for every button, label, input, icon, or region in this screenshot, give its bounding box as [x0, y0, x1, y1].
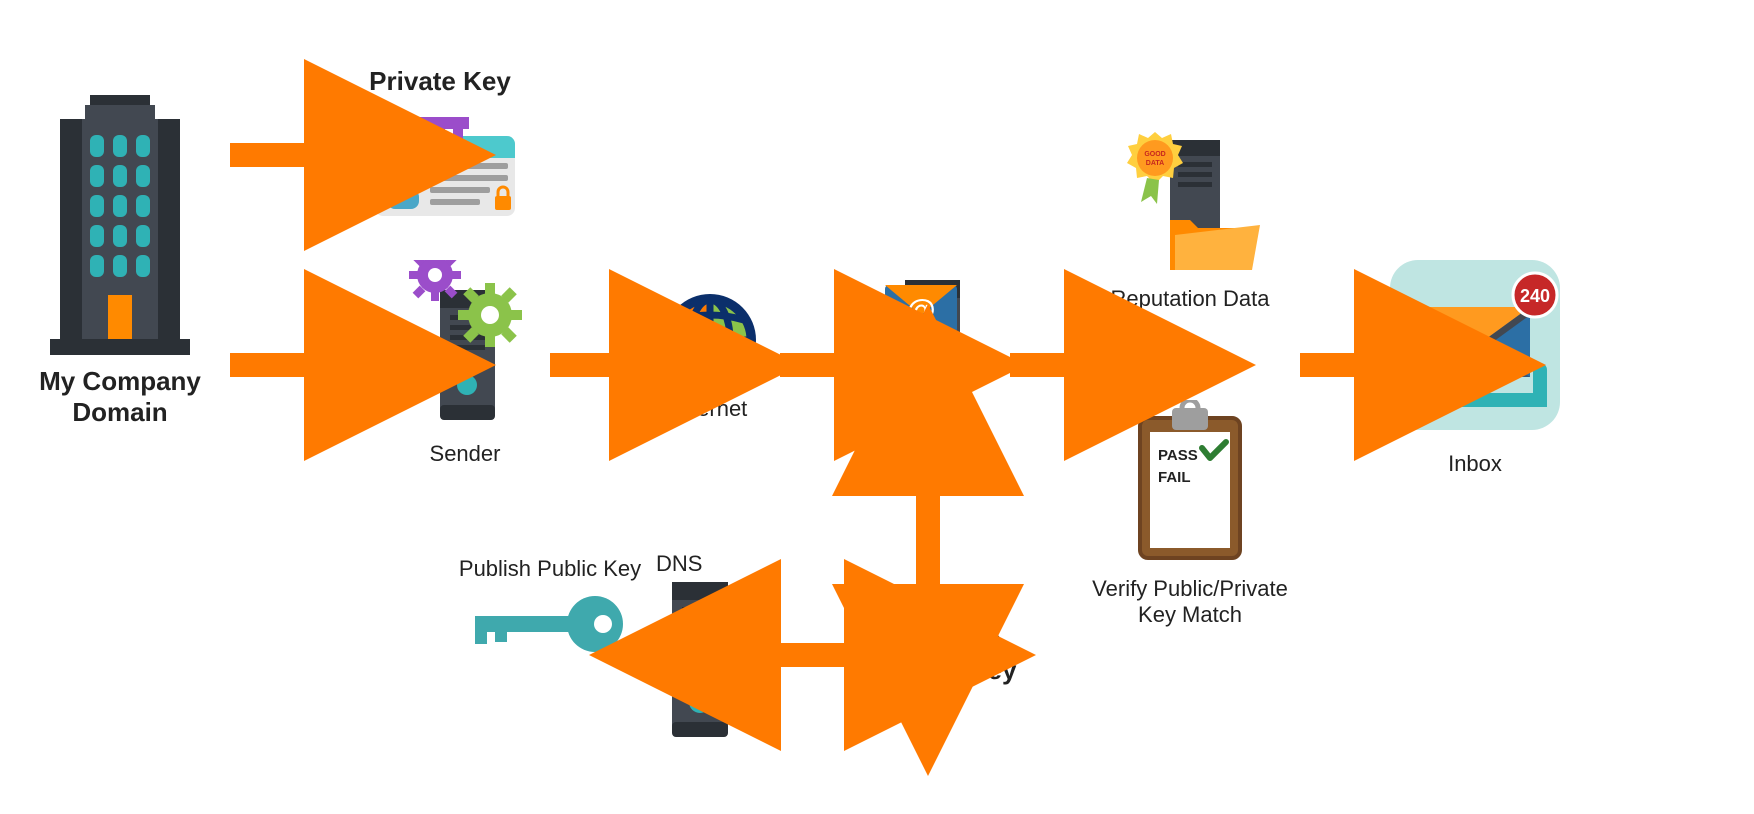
node-reputation: GOOD DATA Reputation Data — [1090, 130, 1290, 312]
building-icon — [30, 95, 210, 355]
verify-label: Verify Public/Private Key Match — [1080, 576, 1300, 629]
badge-text-data: DATA — [1146, 160, 1164, 167]
dns-label: DNS — [656, 551, 750, 577]
plus-icon — [1158, 330, 1222, 399]
private-key-icon — [345, 101, 535, 221]
node-public-key: Publish Public Key — [455, 550, 645, 669]
node-inbox: 240 Inbox — [1380, 250, 1570, 477]
inbound-label: Inbound Mail Server — [860, 431, 1000, 484]
company-label: My Company Domain — [30, 366, 210, 428]
node-private-key: Private Key — [345, 60, 535, 226]
public-key-label: Publish Public Key — [455, 556, 645, 582]
dns-icon — [660, 577, 740, 747]
inbox-label: Inbox — [1380, 451, 1570, 477]
node-company: My Company Domain — [30, 95, 210, 428]
clipboard-icon: PASS FAIL — [1120, 400, 1260, 570]
node-verify: PASS FAIL Verify Public/Private Key Matc… — [1080, 400, 1300, 629]
inbound-icon: @ — [870, 265, 990, 425]
node-inbound: @ Inbound Mail Server — [860, 265, 1000, 484]
node-internet: Internet — [650, 290, 770, 422]
node-dns: DNS — [650, 545, 750, 747]
private-key-label: Private Key — [345, 66, 535, 97]
fail-text: FAIL — [1158, 469, 1191, 486]
retrieve-label: Retrieve Public Key — [870, 624, 1030, 686]
internet-label: Internet — [650, 396, 770, 422]
sender-label: Sender — [395, 441, 535, 467]
globe-icon — [660, 290, 760, 390]
reputation-icon: GOOD DATA — [1100, 130, 1280, 280]
badge-text-good: GOOD — [1144, 151, 1165, 158]
inbox-badge-text: 240 — [1520, 286, 1550, 306]
public-key-icon — [465, 584, 635, 664]
pass-text: PASS — [1158, 447, 1198, 464]
svg-text:@: @ — [906, 294, 935, 327]
sender-icon — [395, 260, 535, 430]
node-sender: Sender — [395, 260, 535, 467]
reputation-label: Reputation Data — [1090, 286, 1290, 312]
node-retrieve: Retrieve Public Key — [870, 618, 1030, 686]
inbox-icon: 240 — [1380, 250, 1570, 440]
